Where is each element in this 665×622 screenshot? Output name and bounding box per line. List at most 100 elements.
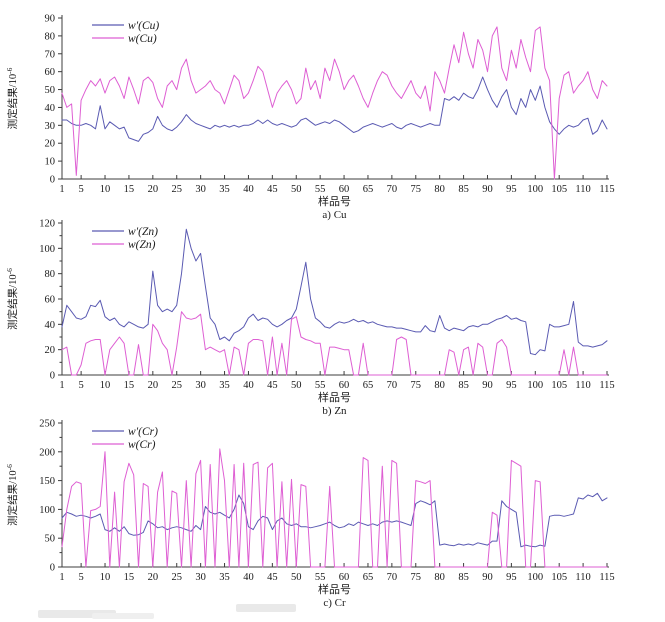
x-tick-label: 45	[267, 184, 278, 195]
x-tick-label: 85	[458, 572, 469, 583]
y-tick-label: 250	[39, 419, 55, 430]
y-tick-label: 200	[39, 447, 55, 458]
series-line-w-cr	[61, 492, 608, 548]
x-tick-label: 70	[387, 184, 398, 195]
x-tick-label: 10	[100, 572, 111, 583]
x-tick-label: 115	[599, 572, 614, 583]
panel-caption: c) Cr	[323, 597, 346, 609]
x-tick-label: 100	[527, 380, 543, 391]
x-tick-label: 110	[575, 572, 590, 583]
y-tick-label: 90	[45, 14, 56, 25]
x-tick-label: 20	[148, 572, 159, 583]
series-line-w-zn	[61, 228, 608, 356]
x-tick-label: 5	[78, 380, 83, 391]
x-tick-label: 15	[124, 380, 135, 391]
x-tick-label: 80	[434, 572, 445, 583]
x-tick-label: 1	[59, 184, 64, 195]
y-tick-label: 80	[45, 31, 56, 42]
x-tick-label: 15	[124, 184, 135, 195]
y-tick-label: 20	[45, 139, 56, 150]
x-tick-label: 35	[219, 572, 230, 583]
x-tick-label: 50	[291, 184, 302, 195]
x-tick-label: 115	[599, 184, 614, 195]
x-tick-label: 90	[482, 184, 493, 195]
x-tick-label: 100	[527, 572, 543, 583]
x-tick-label: 30	[195, 184, 206, 195]
x-tick-label: 95	[506, 184, 517, 195]
legend-item: w′(Cu)	[92, 20, 159, 32]
series-line-w-cu	[61, 26, 608, 180]
y-tick-label: 10	[45, 157, 56, 168]
panel-caption: b) Zn	[322, 405, 347, 417]
y-axis-title: 测定结果/10-6	[5, 464, 19, 526]
series-line-w-cu	[61, 76, 608, 142]
legend-item: w(Cu)	[92, 33, 157, 45]
x-tick-label: 70	[387, 380, 398, 391]
y-tick-label: 80	[45, 269, 56, 280]
y-tick-label: 40	[45, 103, 56, 114]
y-tick-label: 0	[50, 371, 55, 382]
legend-item: w(Zn)	[92, 239, 156, 251]
x-tick-label: 50	[291, 380, 302, 391]
x-tick-label: 25	[171, 380, 182, 391]
x-tick-label: 40	[243, 380, 254, 391]
x-tick-label: 45	[267, 572, 278, 583]
x-tick-label: 80	[434, 184, 445, 195]
x-tick-label: 60	[339, 572, 350, 583]
y-tick-label: 100	[39, 244, 55, 255]
legend-label: w′(Zn)	[128, 226, 158, 238]
legend-label: w(Cr)	[128, 439, 156, 451]
x-tick-label: 70	[387, 572, 398, 583]
x-tick-label: 55	[315, 184, 326, 195]
legend-item: w′(Cr)	[92, 426, 158, 438]
x-axis-title: 样品号	[318, 194, 351, 208]
y-tick-label: 60	[45, 295, 56, 306]
legend-item: w(Cr)	[92, 439, 156, 451]
x-tick-label: 110	[575, 184, 590, 195]
x-tick-label: 75	[411, 380, 422, 391]
x-tick-label: 65	[363, 184, 374, 195]
x-tick-label: 60	[339, 184, 350, 195]
x-tick-label: 95	[506, 380, 517, 391]
x-tick-label: 55	[315, 572, 326, 583]
x-tick-label: 110	[575, 380, 590, 391]
x-tick-label: 25	[171, 572, 182, 583]
y-axis-title: 测定结果/10-6	[5, 268, 19, 330]
x-tick-label: 50	[291, 572, 302, 583]
y-tick-label: 0	[50, 563, 55, 574]
x-tick-label: 100	[527, 184, 543, 195]
x-tick-label: 90	[482, 572, 493, 583]
y-tick-label: 0	[50, 175, 55, 186]
x-tick-label: 105	[551, 572, 567, 583]
legend-label: w′(Cu)	[128, 20, 159, 32]
y-tick-label: 150	[39, 476, 55, 487]
x-tick-label: 95	[506, 572, 517, 583]
x-tick-label: 65	[363, 572, 374, 583]
x-tick-label: 80	[434, 380, 445, 391]
x-tick-label: 35	[219, 380, 230, 391]
x-tick-label: 40	[243, 572, 254, 583]
series-line-w-zn	[61, 311, 608, 376]
x-tick-label: 5	[78, 572, 83, 583]
x-tick-label: 40	[243, 184, 254, 195]
y-tick-label: 60	[45, 67, 56, 78]
page-artifact	[236, 604, 296, 612]
y-tick-label: 20	[45, 345, 56, 356]
y-tick-label: 100	[39, 505, 55, 516]
x-tick-label: 90	[482, 380, 493, 391]
panel-caption: a) Cu	[322, 209, 347, 221]
x-tick-label: 105	[551, 380, 567, 391]
y-tick-label: 50	[45, 85, 56, 96]
y-tick-label: 30	[45, 121, 56, 132]
x-tick-label: 10	[100, 380, 111, 391]
x-tick-label: 25	[171, 184, 182, 195]
x-tick-label: 30	[195, 380, 206, 391]
x-tick-label: 45	[267, 380, 278, 391]
legend-label: w(Cu)	[128, 33, 157, 45]
x-tick-label: 60	[339, 380, 350, 391]
x-tick-label: 55	[315, 380, 326, 391]
